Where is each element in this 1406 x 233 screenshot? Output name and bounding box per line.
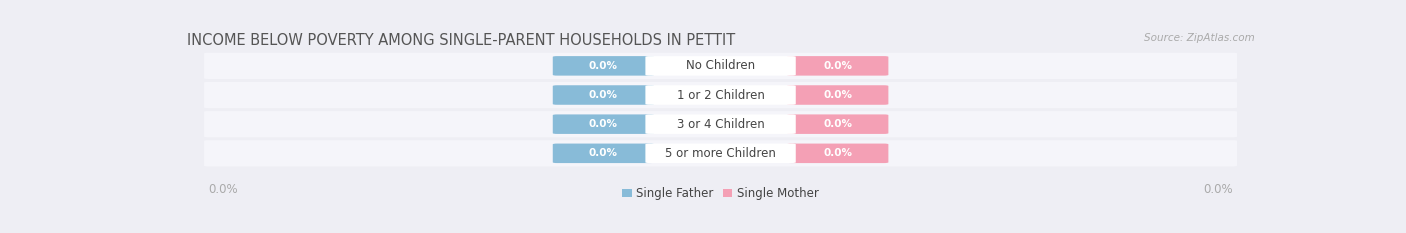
Text: 0.0%: 0.0% [823,119,852,129]
FancyBboxPatch shape [204,111,1237,137]
FancyBboxPatch shape [204,53,1237,79]
FancyBboxPatch shape [787,114,889,134]
FancyBboxPatch shape [645,144,796,163]
Text: 0.0%: 0.0% [823,90,852,100]
Text: INCOME BELOW POVERTY AMONG SINGLE-PARENT HOUSEHOLDS IN PETTIT: INCOME BELOW POVERTY AMONG SINGLE-PARENT… [187,33,735,48]
Text: 0.0%: 0.0% [208,183,238,196]
FancyBboxPatch shape [645,114,796,134]
FancyBboxPatch shape [204,82,1237,108]
FancyBboxPatch shape [553,144,654,163]
Text: Source: ZipAtlas.com: Source: ZipAtlas.com [1143,33,1254,43]
FancyBboxPatch shape [553,114,654,134]
Text: 0.0%: 0.0% [1204,183,1233,196]
Text: 0.0%: 0.0% [589,90,619,100]
FancyBboxPatch shape [553,85,654,105]
Text: 1 or 2 Children: 1 or 2 Children [676,89,765,102]
FancyBboxPatch shape [787,144,889,163]
Text: 0.0%: 0.0% [589,148,619,158]
Legend: Single Father, Single Mother: Single Father, Single Mother [617,183,824,205]
FancyBboxPatch shape [204,140,1237,166]
Text: 3 or 4 Children: 3 or 4 Children [676,118,765,131]
FancyBboxPatch shape [553,56,654,76]
Text: 0.0%: 0.0% [589,119,619,129]
Text: 0.0%: 0.0% [823,148,852,158]
FancyBboxPatch shape [787,85,889,105]
FancyBboxPatch shape [645,85,796,105]
Text: 5 or more Children: 5 or more Children [665,147,776,160]
Text: 0.0%: 0.0% [823,61,852,71]
FancyBboxPatch shape [645,56,796,76]
Text: No Children: No Children [686,59,755,72]
Text: 0.0%: 0.0% [589,61,619,71]
FancyBboxPatch shape [787,56,889,76]
